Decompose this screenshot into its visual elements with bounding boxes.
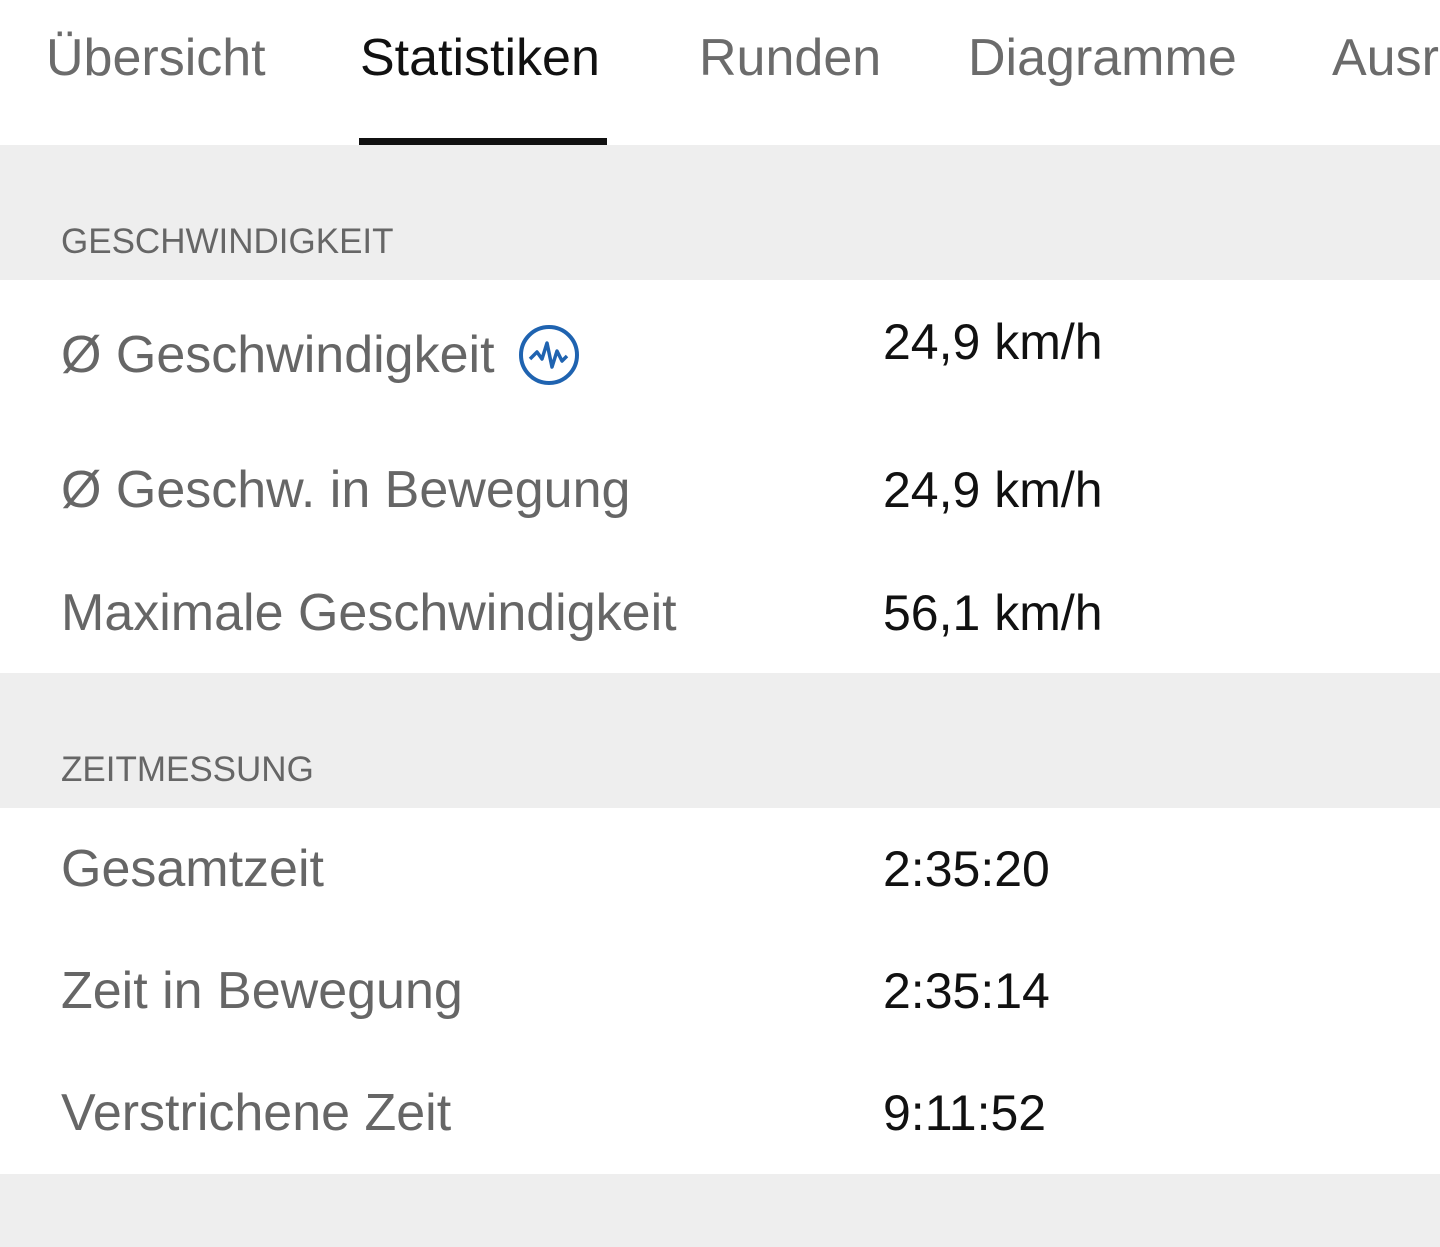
performance-pulse-icon[interactable] xyxy=(517,323,581,387)
tab-overview[interactable]: Übersicht xyxy=(46,29,266,87)
section-title: ZEITMESSUNG xyxy=(61,750,314,789)
stat-row-total-time[interactable]: Gesamtzeit 2:35:20 xyxy=(0,808,1440,930)
stat-label: Ø Geschwindigkeit xyxy=(61,323,581,387)
tab-charts[interactable]: Diagramme xyxy=(968,29,1237,87)
stat-label: Verstrichene Zeit xyxy=(61,1084,452,1142)
stat-value: 9:11:52 xyxy=(883,1085,1047,1141)
section-header-speed: GESCHWINDIGKEIT xyxy=(0,145,1440,280)
stat-label: Ø Geschw. in Bewegung xyxy=(61,461,631,519)
stat-value: 56,1 km/h xyxy=(883,584,1103,641)
stat-value: 24,9 km/h xyxy=(883,462,1103,518)
stat-label-text: Ø Geschwindigkeit xyxy=(61,326,495,384)
stat-row-max-speed[interactable]: Maximale Geschwindigkeit 56,1 km/h xyxy=(0,552,1440,673)
speed-stats: Ø Geschwindigkeit 24,9 km/h Ø Geschw. in… xyxy=(0,280,1440,673)
timing-stats: Gesamtzeit 2:35:20 Zeit in Bewegung 2:35… xyxy=(0,808,1440,1174)
stat-row-avg-speed[interactable]: Ø Geschwindigkeit 24,9 km/h xyxy=(0,280,1440,428)
tab-laps[interactable]: Runden xyxy=(699,29,882,87)
stat-row-moving-time[interactable]: Zeit in Bewegung 2:35:14 xyxy=(0,930,1440,1052)
active-tab-indicator xyxy=(359,138,607,145)
section-header-timing: ZEITMESSUNG xyxy=(0,673,1440,808)
tab-statistics[interactable]: Statistiken xyxy=(360,29,600,87)
stat-label: Gesamtzeit xyxy=(61,840,324,898)
stat-value: 24,9 km/h xyxy=(883,314,1103,370)
stat-row-moving-avg-speed[interactable]: Ø Geschw. in Bewegung 24,9 km/h xyxy=(0,428,1440,552)
stat-label: Zeit in Bewegung xyxy=(61,962,463,1020)
stat-value: 2:35:20 xyxy=(883,841,1050,897)
tab-equipment[interactable]: Ausr xyxy=(1332,29,1439,87)
stat-value: 2:35:14 xyxy=(883,963,1050,1019)
section-title: GESCHWINDIGKEIT xyxy=(61,222,394,261)
stat-label: Maximale Geschwindigkeit xyxy=(61,583,677,642)
tab-bar: Übersicht Statistiken Runden Diagramme A… xyxy=(0,0,1440,145)
stat-row-elapsed-time[interactable]: Verstrichene Zeit 9:11:52 xyxy=(0,1052,1440,1174)
